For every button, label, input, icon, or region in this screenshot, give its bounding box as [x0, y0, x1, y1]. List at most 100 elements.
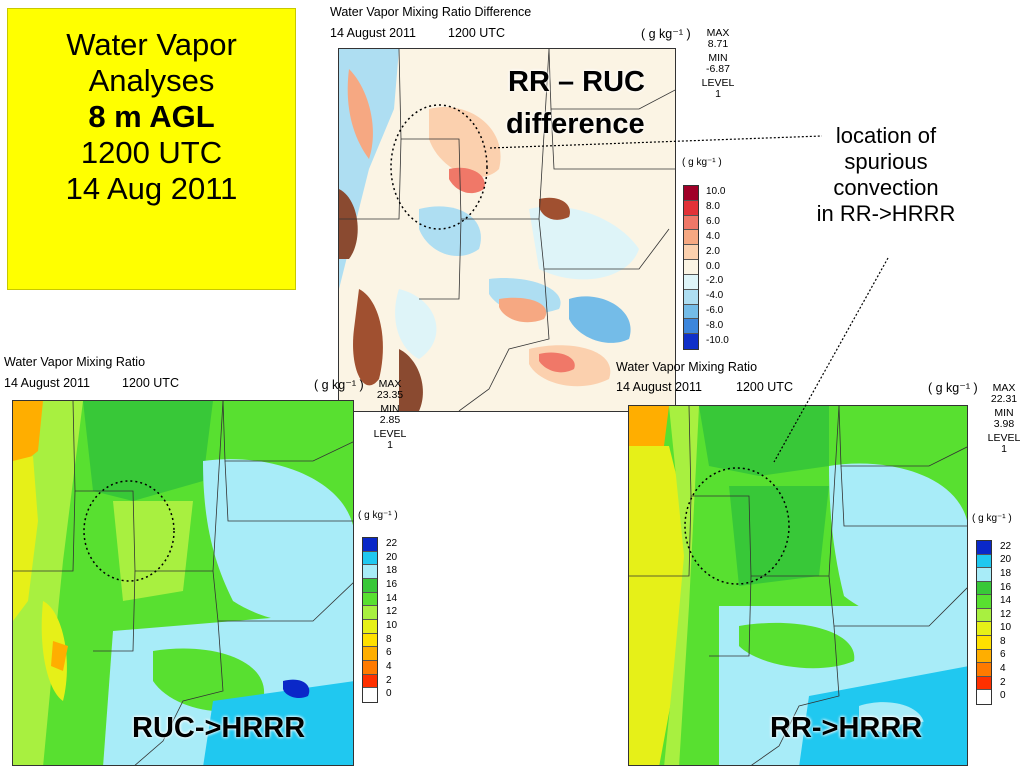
ruc-panel-title: Water Vapor Mixing Ratio — [4, 355, 146, 369]
slide-title-line1: Water Vapor — [66, 27, 237, 62]
panel-units: ( g kg⁻¹ ) — [641, 27, 691, 41]
ruc-stats-block: MAX 23.35 MIN 2.85 LEVEL 1 — [370, 379, 410, 450]
colorbar-tick-label: 22 — [386, 537, 398, 549]
colorbar-segment — [363, 578, 377, 593]
colorbar-segment — [684, 319, 698, 335]
panel-title: Water Vapor Mixing Ratio Difference — [330, 5, 532, 19]
min-value: 3.98 — [993, 417, 1015, 430]
colorbar-tick-label: -8.0 — [706, 319, 724, 331]
max-value: 23.35 — [376, 388, 404, 401]
stats-block: MAX 8.71 MIN -6.87 LEVEL 1 — [698, 28, 738, 99]
colorbar-segment — [684, 230, 698, 246]
colorbar-segment — [363, 660, 377, 675]
colorbar-tick-label: 22 — [1000, 540, 1012, 552]
slide-title-box: Water Vapor Analyses 8 m AGL 1200 UTC 14… — [7, 8, 296, 290]
colorbar-tick-label: 16 — [1000, 581, 1012, 593]
difference-colorbar-labels: 10.0 8.0 6.0 4.0 2.0 0.0 -2.0 -4.0 -6.0 -8.0 -10.0 — [706, 185, 746, 350]
min-label: MIN — [708, 52, 728, 64]
colorbar-segment — [684, 334, 698, 349]
note-line1: location of — [835, 123, 937, 148]
colorbar-segment — [363, 551, 377, 566]
colorbar-segment — [363, 565, 377, 579]
difference-callout-line1: RR – RUC — [508, 66, 645, 98]
rr-colorbar — [976, 540, 992, 705]
difference-callout-line2: difference — [506, 108, 645, 140]
colorbar-segment — [363, 538, 377, 552]
colorbar-segment — [977, 676, 991, 691]
ruc-panel-units: ( g kg⁻¹ ) — [314, 378, 364, 392]
colorbar-tick-label: -4.0 — [706, 290, 724, 302]
colorbar-tick-label: 4 — [1000, 663, 1006, 675]
colorbar-tick-label: 0 — [386, 688, 392, 700]
colorbar-tick-label: 10 — [386, 619, 398, 631]
ruc-colorbar-units: ( g kg⁻¹ ) — [358, 510, 398, 521]
rr-callout: RR->HRRR — [770, 712, 923, 744]
colorbar-segment — [977, 554, 991, 569]
colorbar-segment — [363, 688, 377, 702]
rr-panel-date: 14 August 2011 — [616, 380, 702, 394]
ruc-panel-time: 1200 UTC — [122, 376, 179, 390]
colorbar-tick-label: 8 — [386, 633, 392, 645]
colorbar-tick-label: 12 — [386, 606, 398, 618]
colorbar-segment — [363, 647, 377, 661]
colorbar-tick-label: 14 — [1000, 595, 1012, 607]
difference-colorbar — [683, 185, 699, 350]
colorbar-segment — [684, 186, 698, 201]
max-value: 8.71 — [707, 37, 729, 50]
level-value: 1 — [387, 438, 393, 451]
level-label: LEVEL — [987, 432, 1021, 444]
colorbar-tick-label: 2.0 — [706, 245, 720, 257]
colorbar-tick-label: -6.0 — [706, 304, 724, 316]
panel-difference: Water Vapor Mixing Ratio Difference 14 A… — [326, 0, 746, 415]
note-line4: in RR->HRRR — [816, 201, 956, 226]
ruc-panel-date: 14 August 2011 — [4, 376, 90, 390]
slide-title-line2: Analyses — [88, 63, 215, 98]
min-value: -6.87 — [706, 62, 730, 75]
slide-title-line5: 14 Aug 2011 — [65, 171, 238, 206]
min-value: 2.85 — [379, 413, 401, 426]
colorbar-segment — [977, 690, 991, 704]
colorbar-tick-label: 6.0 — [706, 216, 720, 228]
colorbar-tick-label: 10.0 — [706, 186, 726, 198]
colorbar-tick-label: 20 — [386, 551, 398, 563]
colorbar-segment — [684, 260, 698, 275]
max-label: MAX — [378, 378, 402, 390]
colorbar-tick-label: 18 — [1000, 567, 1012, 579]
colorbar-tick-label: 6 — [1000, 649, 1006, 661]
colorbar-segment — [684, 274, 698, 290]
colorbar-tick-label: 6 — [386, 647, 392, 659]
colorbar-tick-label: -10.0 — [706, 334, 729, 346]
colorbar-tick-label: 20 — [1000, 554, 1012, 566]
slide-title-line3: 8 m AGL — [88, 99, 215, 134]
colorbar-segment — [684, 245, 698, 261]
level-value: 1 — [1001, 442, 1007, 455]
rr-map — [628, 405, 968, 766]
colorbar-segment — [684, 200, 698, 216]
colorbar-units: ( g kg⁻¹ ) — [682, 157, 722, 168]
level-label: LEVEL — [373, 428, 407, 440]
note-line2: spurious — [844, 149, 928, 174]
colorbar-tick-label: 0.0 — [706, 260, 720, 272]
colorbar-tick-label: 10 — [1000, 622, 1012, 634]
max-label: MAX — [706, 27, 730, 39]
colorbar-tick-label: 12 — [1000, 608, 1012, 620]
ruc-colorbar — [362, 537, 378, 703]
note-line3: convection — [833, 175, 939, 200]
colorbar-segment — [977, 636, 991, 650]
level-label: LEVEL — [701, 77, 735, 89]
rr-panel-title: Water Vapor Mixing Ratio — [616, 360, 758, 374]
max-value: 22.31 — [990, 392, 1018, 405]
colorbar-segment — [363, 674, 377, 689]
colorbar-segment — [977, 568, 991, 582]
panel-time: 1200 UTC — [448, 26, 505, 40]
colorbar-tick-label: -2.0 — [706, 275, 724, 287]
colorbar-tick-label: 0 — [1000, 690, 1006, 702]
min-label: MIN — [380, 403, 400, 415]
rr-panel-units: ( g kg⁻¹ ) — [928, 381, 978, 395]
min-label: MIN — [994, 407, 1014, 419]
colorbar-tick-label: 18 — [386, 565, 398, 577]
rr-colorbar-units: ( g kg⁻¹ ) — [972, 513, 1012, 524]
colorbar-segment — [363, 606, 377, 620]
colorbar-segment — [977, 608, 991, 623]
colorbar-segment — [684, 215, 698, 231]
